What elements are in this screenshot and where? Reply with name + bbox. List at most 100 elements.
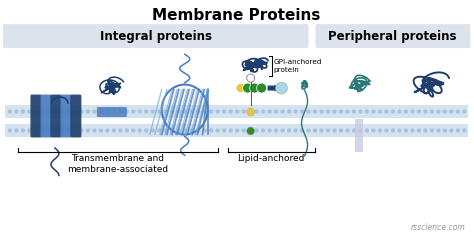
Circle shape (137, 128, 142, 133)
Circle shape (235, 128, 239, 133)
Circle shape (118, 109, 122, 114)
Text: Integral proteins: Integral proteins (100, 30, 212, 43)
Circle shape (112, 109, 116, 114)
Circle shape (300, 109, 304, 114)
Circle shape (281, 128, 285, 133)
Circle shape (190, 109, 194, 114)
Circle shape (384, 128, 389, 133)
Circle shape (176, 128, 181, 133)
Circle shape (14, 109, 18, 114)
Circle shape (243, 83, 253, 93)
Circle shape (429, 128, 434, 133)
Circle shape (358, 128, 363, 133)
Circle shape (241, 109, 246, 114)
Circle shape (436, 109, 440, 114)
Circle shape (183, 109, 187, 114)
Circle shape (274, 109, 278, 114)
Circle shape (267, 128, 272, 133)
Circle shape (202, 128, 207, 133)
Circle shape (228, 128, 233, 133)
Circle shape (248, 109, 252, 114)
Circle shape (319, 109, 324, 114)
Circle shape (99, 109, 103, 114)
FancyBboxPatch shape (97, 107, 127, 117)
Circle shape (176, 109, 181, 114)
Circle shape (365, 128, 369, 133)
Circle shape (246, 108, 255, 116)
Circle shape (462, 109, 466, 114)
Text: GPI-anchored
protein: GPI-anchored protein (273, 59, 322, 73)
Circle shape (384, 109, 389, 114)
Circle shape (246, 74, 255, 82)
Circle shape (443, 109, 447, 114)
Circle shape (397, 109, 401, 114)
Circle shape (34, 109, 38, 114)
Circle shape (73, 109, 77, 114)
Circle shape (131, 128, 136, 133)
Circle shape (256, 83, 266, 93)
Circle shape (235, 109, 239, 114)
Circle shape (371, 128, 376, 133)
Circle shape (436, 128, 440, 133)
Circle shape (281, 109, 285, 114)
Circle shape (443, 128, 447, 133)
Circle shape (92, 109, 97, 114)
Circle shape (216, 128, 220, 133)
Circle shape (293, 109, 298, 114)
Circle shape (261, 128, 265, 133)
Circle shape (404, 128, 408, 133)
Circle shape (391, 128, 395, 133)
Circle shape (339, 109, 343, 114)
Circle shape (47, 109, 51, 114)
Circle shape (404, 109, 408, 114)
Circle shape (423, 128, 428, 133)
Circle shape (209, 109, 213, 114)
Circle shape (112, 128, 116, 133)
Circle shape (326, 128, 330, 133)
Circle shape (86, 109, 90, 114)
Circle shape (21, 109, 25, 114)
Circle shape (79, 128, 83, 133)
Circle shape (417, 109, 421, 114)
FancyBboxPatch shape (50, 95, 62, 138)
Circle shape (456, 128, 460, 133)
Circle shape (371, 109, 376, 114)
Circle shape (53, 109, 58, 114)
Circle shape (250, 83, 260, 93)
Circle shape (222, 128, 227, 133)
Circle shape (255, 128, 259, 133)
Circle shape (137, 109, 142, 114)
FancyArrow shape (268, 84, 280, 91)
Circle shape (236, 84, 245, 93)
FancyBboxPatch shape (30, 95, 41, 138)
Text: Transmembrane and
membrane-associated: Transmembrane and membrane-associated (67, 154, 168, 174)
Circle shape (228, 109, 233, 114)
Circle shape (144, 109, 148, 114)
Circle shape (164, 109, 168, 114)
Circle shape (14, 128, 18, 133)
Circle shape (332, 128, 337, 133)
Bar (5, 105, 468, 118)
Bar (5, 124, 468, 137)
Circle shape (410, 109, 415, 114)
Circle shape (170, 109, 174, 114)
Circle shape (287, 128, 291, 133)
Circle shape (92, 128, 97, 133)
Circle shape (397, 128, 401, 133)
Circle shape (429, 109, 434, 114)
FancyBboxPatch shape (3, 24, 309, 48)
Circle shape (125, 128, 129, 133)
Circle shape (378, 128, 382, 133)
FancyBboxPatch shape (40, 95, 51, 138)
Circle shape (157, 128, 162, 133)
Text: Peripheral proteins: Peripheral proteins (328, 30, 456, 43)
Circle shape (339, 128, 343, 133)
Circle shape (352, 128, 356, 133)
Circle shape (144, 128, 148, 133)
Circle shape (417, 128, 421, 133)
Circle shape (21, 128, 25, 133)
Circle shape (216, 109, 220, 114)
Circle shape (287, 109, 291, 114)
Circle shape (8, 128, 12, 133)
Circle shape (190, 128, 194, 133)
